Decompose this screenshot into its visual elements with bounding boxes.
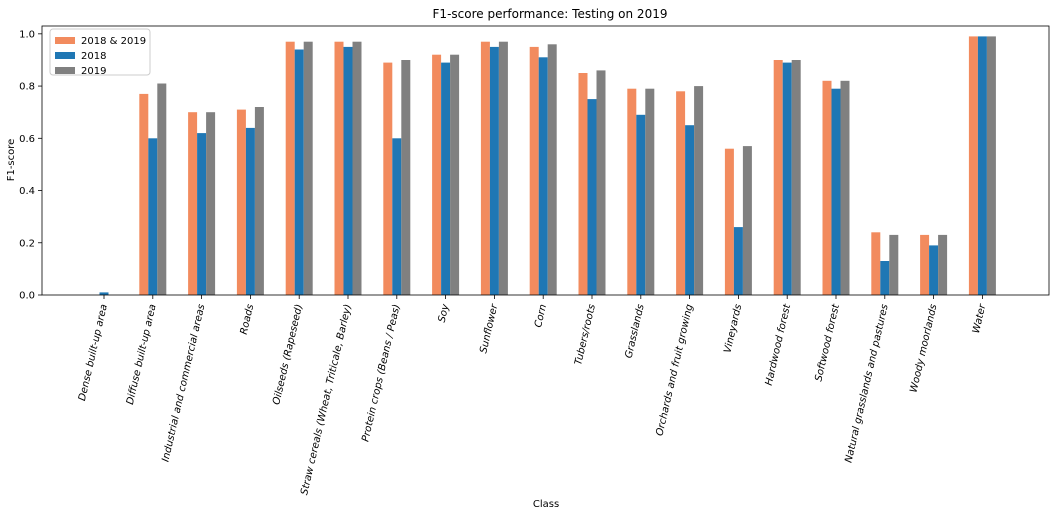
y-tick-label-3: 0.6	[19, 134, 35, 145]
bar-2019-3	[254, 107, 264, 295]
legend-label-0: 2018 & 2019	[81, 36, 146, 47]
bar-2019-2	[206, 112, 216, 295]
y-tick-label-2: 0.4	[19, 186, 35, 197]
bar-2019-18	[986, 36, 996, 296]
x-tick-label-3: Roads	[239, 303, 257, 335]
x-tick-label-13: Vineyards	[722, 303, 744, 354]
bar-2019-16	[889, 234, 899, 295]
bar-both-years-14	[773, 60, 783, 295]
bar-2019-5	[352, 41, 362, 296]
x-tick-label-14: Hardwood forest	[764, 302, 794, 386]
bar-both-years-2	[188, 112, 198, 295]
bar-both-years-13	[724, 148, 734, 295]
bar-2019-17	[938, 234, 948, 295]
x-tick-label-6: Protein crops (Beans / Peas)	[360, 303, 402, 443]
bar-2019-10	[596, 70, 606, 296]
bar-both-years-10	[578, 73, 588, 295]
y-axis-label: F1-score	[6, 139, 17, 182]
bar-2019-15	[840, 80, 850, 295]
plot-area: 0.0 0.2 0.4 0.6 0.8 1.0 Dense built-up area Dif…	[19, 25, 1050, 496]
bar-2018-0	[99, 292, 109, 295]
bar-2019-8	[498, 41, 508, 296]
x-tick-label-5: Straw cereals (Wheat, Triticale, Barley)	[299, 303, 354, 496]
x-tick-label-12: Orchards and fruit growing	[654, 303, 695, 437]
bar-2019-14	[791, 60, 801, 295]
x-tick-label-8: Sunflower	[478, 302, 500, 354]
bar-both-years-4	[285, 41, 295, 296]
x-tick-label-10: Tubers/roots	[573, 303, 598, 366]
y-tick-label-4: 0.8	[19, 82, 35, 93]
x-tick-label-16: Natural grasslands and pastures	[843, 303, 890, 464]
legend-swatch-1	[55, 52, 75, 59]
y-tick-label-5: 1.0	[19, 29, 35, 40]
x-tick-label-15: Softwood forest	[813, 302, 842, 382]
bar-2018-17	[929, 245, 939, 295]
legend-swatch-0	[55, 37, 75, 44]
x-axis-label: Class	[533, 499, 559, 510]
bar-both-years-5	[334, 41, 344, 296]
y-tick-label-0: 0.0	[19, 291, 35, 302]
bar-2019-4	[303, 41, 313, 296]
bar-both-years-12	[676, 91, 686, 295]
bar-2019-13	[742, 146, 752, 295]
chart-title: F1-score performance: Testing on 2019	[433, 7, 668, 21]
bar-2018-12	[685, 125, 695, 295]
bar-2018-3	[245, 127, 255, 296]
bar-both-years-8	[480, 41, 490, 296]
legend-swatch-2	[55, 67, 75, 74]
x-tick-label-11: Grasslands	[624, 303, 647, 359]
bar-both-years-16	[871, 232, 881, 295]
bar-2018-14	[782, 62, 792, 295]
bar-2018-15	[831, 88, 841, 295]
x-tick-label-18: Water	[971, 302, 989, 334]
x-tick-label-7: Soy	[437, 302, 452, 323]
bar-2018-9	[538, 57, 548, 295]
bar-2018-16	[880, 261, 890, 295]
bar-2018-4	[294, 49, 304, 295]
bar-2019-12	[694, 86, 704, 295]
plot-frame	[41, 25, 1050, 296]
bar-both-years-9	[529, 46, 539, 296]
x-tick-label-4: Oilseeds (Rapeseed)	[271, 303, 305, 406]
bar-2018-13	[733, 227, 743, 295]
bar-both-years-7	[432, 54, 442, 296]
bar-both-years-17	[920, 234, 930, 295]
bar-2019-11	[645, 88, 655, 295]
bar-2018-5	[343, 46, 353, 296]
x-tick-label-0: Dense built-up area	[77, 303, 110, 402]
bar-2019-1	[157, 83, 167, 295]
bar-2019-6	[401, 60, 411, 295]
x-tick-label-1: Diffuse built-up area	[125, 303, 159, 406]
bar-2019-7	[450, 54, 460, 296]
bar-2018-11	[636, 114, 646, 295]
bar-both-years-15	[822, 80, 832, 295]
bar-2018-8	[489, 46, 499, 296]
bar-2018-7	[441, 62, 451, 295]
bar-2018-10	[587, 99, 597, 295]
bar-both-years-6	[383, 62, 393, 295]
x-tick-label-2: Industrial and commercial areas	[160, 303, 207, 463]
bar-2018-6	[392, 138, 402, 295]
legend: 2018 & 2019 2018 2019	[49, 28, 151, 77]
x-tick-label-9: Corn	[533, 303, 549, 328]
bar-2019-9	[547, 44, 557, 295]
y-tick-label-1: 0.2	[19, 238, 35, 249]
bar-both-years-1	[139, 93, 149, 296]
bar-2018-1	[148, 138, 158, 295]
legend-label-2: 2019	[81, 66, 106, 77]
x-tick-label-17: Woody moorlands	[908, 303, 939, 394]
bar-both-years-11	[627, 88, 637, 295]
legend-label-1: 2018	[81, 51, 106, 62]
bar-2018-2	[197, 133, 207, 295]
bar-2018-18	[977, 36, 987, 296]
bar-both-years-3	[236, 109, 246, 295]
bar-both-years-18	[968, 36, 978, 296]
